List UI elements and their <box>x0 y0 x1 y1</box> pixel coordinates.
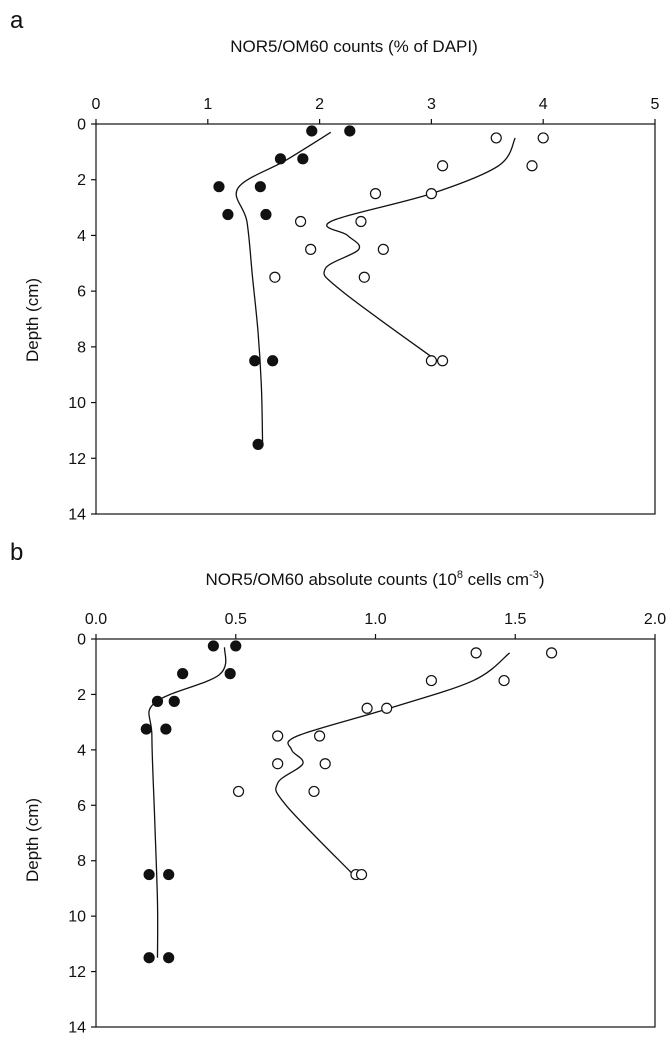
data-point-open <box>537 132 549 144</box>
data-point-open <box>355 868 368 881</box>
data-point-filled <box>160 723 172 735</box>
x-tick-label: 2.0 <box>644 611 666 628</box>
data-point-open <box>425 674 437 687</box>
data-point-filled <box>143 952 155 964</box>
y-tick-label: 0 <box>77 117 86 134</box>
x-tick-label: 2 <box>315 96 324 113</box>
panel-label-b: b <box>10 539 23 566</box>
x-tick-label: 1 <box>203 96 212 113</box>
y-tick-label: 6 <box>77 798 86 815</box>
data-point-filled <box>260 208 272 221</box>
y-tick-label: 12 <box>68 451 86 468</box>
x-tick-label: 0.0 <box>85 611 107 628</box>
data-point-open <box>436 355 449 367</box>
chart-panel-b: b NOR5/OM60 absolute counts (108 cells c… <box>10 539 666 1037</box>
data-point-open <box>314 730 326 742</box>
data-point-filled <box>230 640 242 652</box>
x-axis-title-b-mid: cells cm <box>463 570 529 589</box>
data-point-filled <box>267 355 279 367</box>
data-point-filled <box>344 125 356 137</box>
y-tick-label: 8 <box>77 339 86 356</box>
x-tick-label: 0.5 <box>225 611 247 628</box>
y-tick-label: 6 <box>77 284 86 301</box>
data-point-open <box>369 188 382 200</box>
plot-frame-b <box>95 638 656 1028</box>
data-point-filled <box>249 355 261 367</box>
y-tick-label: 2 <box>77 687 86 704</box>
y-tick-label: 4 <box>77 228 86 245</box>
data-point-open <box>361 702 373 714</box>
y-tick-label: 12 <box>68 964 86 981</box>
data-point-open <box>355 215 367 228</box>
data-point-open <box>272 730 284 742</box>
data-point-open <box>305 243 317 255</box>
y-tick-label: 14 <box>68 1020 86 1037</box>
data-point-filled <box>224 668 236 680</box>
data-point-filled <box>177 668 189 680</box>
data-point-filled <box>222 208 234 221</box>
x-tick-label: 0 <box>92 96 101 113</box>
data-point-filled <box>140 723 152 735</box>
data-point-open <box>294 215 307 228</box>
y-tick-label: 2 <box>77 172 86 189</box>
data-point-open <box>425 355 437 367</box>
data-point-open <box>232 785 245 798</box>
x-tick-label: 1.0 <box>364 611 386 628</box>
x-tick-label: 1.5 <box>504 611 526 628</box>
trend-line <box>148 647 227 958</box>
x-axis-title-a: NOR5/OM60 counts (% of DAPI) <box>230 37 478 56</box>
x-tick-label: 4 <box>539 96 548 113</box>
trend-line <box>275 652 511 876</box>
x-axis-title-b-end: ) <box>539 570 545 589</box>
data-point-open <box>498 674 510 687</box>
plot-frame-a <box>95 123 656 515</box>
data-point-open <box>272 758 284 770</box>
data-point-open <box>358 271 370 283</box>
data-point-filled <box>143 868 155 881</box>
y-axis-title-a: Depth (cm) <box>23 278 42 362</box>
data-point-open <box>436 160 449 172</box>
data-point-filled <box>151 695 164 707</box>
data-point-open <box>470 647 482 659</box>
data-point-filled <box>254 181 266 193</box>
x-tick-label: 5 <box>651 96 660 113</box>
data-point-open <box>269 271 281 283</box>
x-axis-title-b-main: NOR5/OM60 absolute counts (10 <box>205 570 456 589</box>
data-point-open <box>377 243 389 255</box>
y-tick-label: 0 <box>77 632 86 649</box>
x-axis-title-b-exp: 8 <box>457 569 463 581</box>
data-point-filled <box>297 153 309 165</box>
x-axis-title-b: NOR5/OM60 absolute counts (108 cells cm-… <box>205 569 544 589</box>
y-tick-label: 8 <box>77 853 86 870</box>
x-axis-title-b-exp2: -3 <box>529 569 539 581</box>
data-point-filled <box>213 181 225 193</box>
data-point-open <box>381 702 393 714</box>
data-point-filled <box>252 438 264 450</box>
y-axis-title-b: Depth (cm) <box>23 798 42 882</box>
data-point-filled <box>163 952 175 964</box>
data-point-filled <box>274 153 287 165</box>
data-point-open <box>490 132 502 144</box>
y-tick-label: 14 <box>68 507 86 524</box>
data-point-filled <box>306 125 318 137</box>
data-point-open <box>319 758 331 770</box>
trend-line <box>323 137 516 362</box>
data-point-open <box>308 785 320 798</box>
trend-line <box>235 131 332 445</box>
panel-label-a: a <box>10 7 24 34</box>
data-point-filled <box>163 868 175 881</box>
data-point-open <box>425 188 437 200</box>
data-point-open <box>526 160 538 172</box>
y-tick-label: 10 <box>68 395 86 412</box>
y-tick-label: 4 <box>77 742 86 759</box>
data-point-open <box>545 647 558 659</box>
chart-panel-a: a NOR5/OM60 counts (% of DAPI) Depth (cm… <box>10 7 660 524</box>
y-tick-label: 10 <box>68 909 86 926</box>
data-point-filled <box>207 640 219 652</box>
data-point-filled <box>168 695 180 707</box>
x-tick-label: 3 <box>427 96 436 113</box>
